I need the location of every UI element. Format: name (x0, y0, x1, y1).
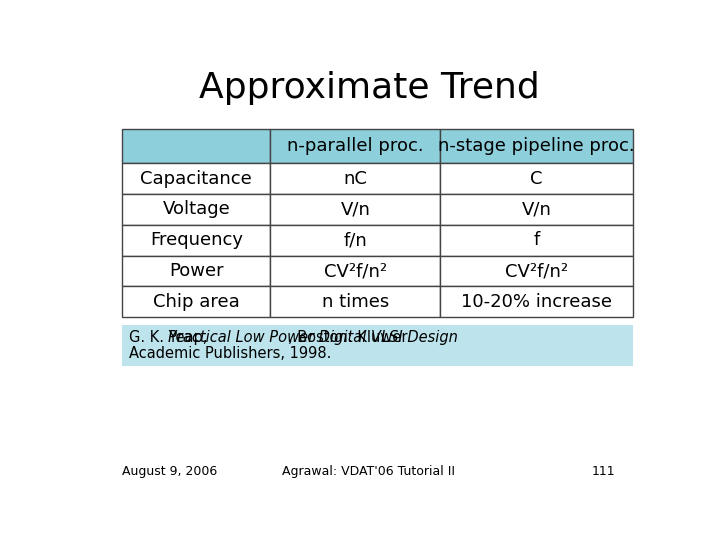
Text: CV²f/n²: CV²f/n² (324, 262, 387, 280)
Bar (441, 129, 633, 163)
Text: CV²f/n²: CV²f/n² (505, 262, 568, 280)
Bar (122, 325, 633, 366)
Text: August 9, 2006: August 9, 2006 (122, 465, 217, 478)
Bar (441, 163, 633, 194)
Text: V/n: V/n (522, 200, 552, 219)
Text: Capacitance: Capacitance (140, 170, 252, 188)
Bar (441, 255, 633, 286)
Text: C: C (531, 170, 543, 188)
Bar (270, 255, 441, 286)
Text: n times: n times (322, 293, 389, 311)
Bar (122, 255, 270, 286)
Bar (270, 225, 441, 255)
Text: Voltage: Voltage (163, 200, 230, 219)
Text: f/n: f/n (343, 231, 367, 249)
Text: G. K. Yeap,: G. K. Yeap, (129, 329, 212, 345)
Text: Approximate Trend: Approximate Trend (199, 71, 539, 105)
Text: Practical Low Power Digital VLSI Design: Practical Low Power Digital VLSI Design (168, 329, 457, 345)
Bar (270, 129, 441, 163)
Bar (441, 194, 633, 225)
Text: nC: nC (343, 170, 367, 188)
Text: Frequency: Frequency (150, 231, 243, 249)
Text: n-stage pipeline proc.: n-stage pipeline proc. (438, 137, 635, 156)
Text: Agrawal: VDAT'06 Tutorial II: Agrawal: VDAT'06 Tutorial II (282, 465, 456, 478)
Bar (122, 194, 270, 225)
Bar (122, 129, 270, 163)
Text: f: f (534, 231, 540, 249)
Bar (441, 286, 633, 317)
Text: Power: Power (169, 262, 224, 280)
Text: Chip area: Chip area (153, 293, 240, 311)
Text: Academic Publishers, 1998.: Academic Publishers, 1998. (129, 346, 331, 361)
Bar (270, 163, 441, 194)
Bar (122, 286, 270, 317)
Text: 111: 111 (592, 465, 616, 478)
Text: n-parallel proc.: n-parallel proc. (287, 137, 423, 156)
Text: 10-20% increase: 10-20% increase (462, 293, 612, 311)
Text: , Boston: Kluwer: , Boston: Kluwer (288, 329, 408, 345)
Bar (270, 286, 441, 317)
Bar (270, 194, 441, 225)
Bar (441, 225, 633, 255)
Bar (122, 163, 270, 194)
Bar (122, 225, 270, 255)
Text: V/n: V/n (341, 200, 370, 219)
